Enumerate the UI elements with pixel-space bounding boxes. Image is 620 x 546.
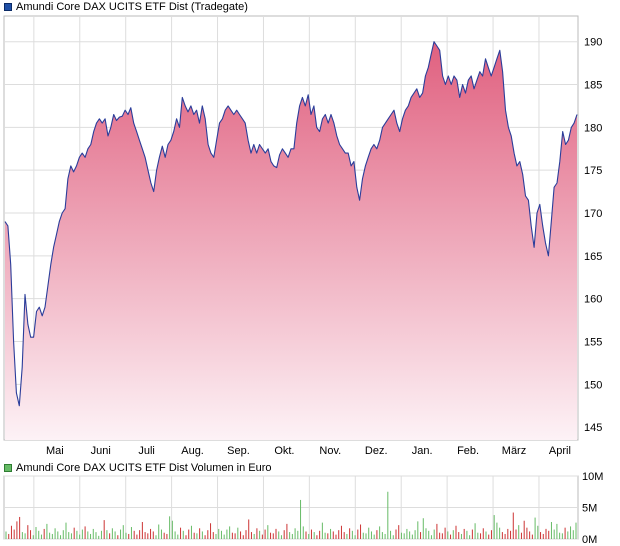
volume-legend-label: Amundi Core DAX UCITS ETF Dist Volumen i… <box>16 462 272 474</box>
price-y-tick-label: 175 <box>584 165 602 177</box>
month-tick-label: März <box>502 445 526 457</box>
month-tick-label: Okt. <box>274 445 294 457</box>
price-panel: 145 150 155 160 165 170 175 180 185 190 Mai Juni Jul… <box>3 15 602 457</box>
price-y-tick-label: 170 <box>584 208 602 220</box>
month-tick-label: April <box>549 445 571 457</box>
month-tick-label: Nov. <box>319 445 341 457</box>
price-y-tick-label: 160 <box>584 294 602 306</box>
price-legend-label: Amundi Core DAX UCITS ETF Dist (Tradegat… <box>16 1 248 13</box>
month-tick-label: Dez. <box>365 445 388 457</box>
month-tick-label: Juli <box>138 445 155 457</box>
volume-legend-swatch <box>4 464 12 472</box>
price-y-tick-label: 190 <box>584 37 602 49</box>
price-line <box>4 41 578 407</box>
month-tick-label: Feb. <box>457 445 479 457</box>
month-tick-label: Aug. <box>181 445 204 457</box>
volume-y-tick-label: 0M <box>582 534 597 546</box>
price-y-tick-label: 150 <box>584 379 602 391</box>
month-tick-label: Jan. <box>412 445 433 457</box>
month-tick-label: Mai <box>46 445 64 457</box>
volume-panel: 0M 5M 10M <box>3 471 603 546</box>
price-area <box>5 41 577 440</box>
month-tick-label: Sep. <box>227 445 250 457</box>
price-y-tick-label: 180 <box>584 122 602 134</box>
price-y-tick-label: 185 <box>584 80 602 92</box>
price-y-tick-label: 145 <box>584 422 602 434</box>
volume-y-tick-label: 10M <box>582 471 603 483</box>
price-legend: Amundi Core DAX UCITS ETF Dist (Tradegat… <box>4 0 248 14</box>
volume-legend: Amundi Core DAX UCITS ETF Dist Volumen i… <box>4 461 272 475</box>
volume-y-tick-label: 5M <box>582 503 597 515</box>
price-y-tick-label: 155 <box>584 336 602 348</box>
month-tick-label: Juni <box>91 445 111 457</box>
price-legend-swatch <box>4 3 12 11</box>
price-y-tick-label: 165 <box>584 251 602 263</box>
